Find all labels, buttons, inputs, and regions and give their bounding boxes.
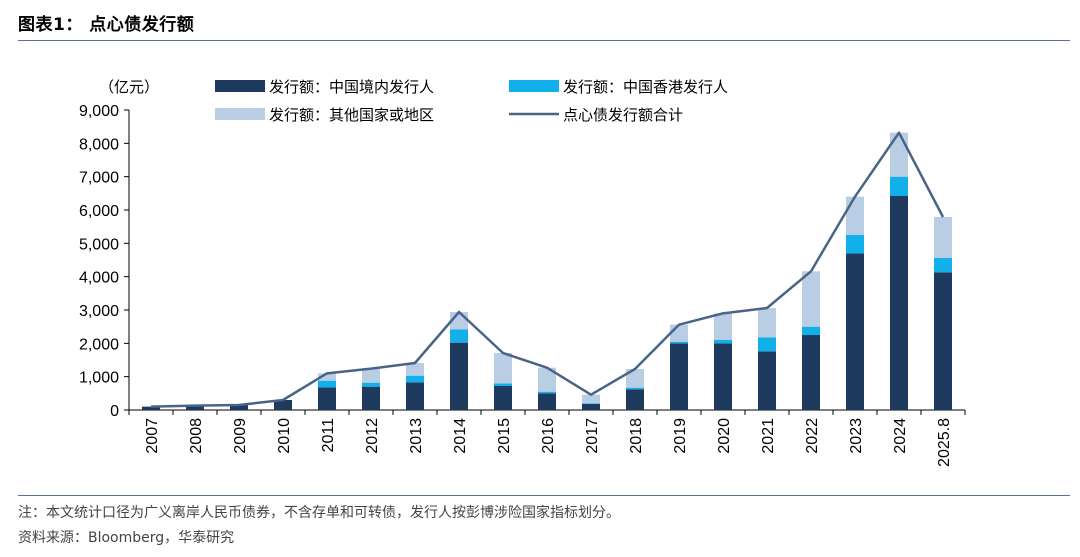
x-tick-label: 2016 [540,418,557,454]
x-tick-label: 2007 [144,418,161,454]
bar-segment [582,404,600,410]
bar-segment [406,363,424,376]
bar-segment [934,258,952,273]
x-tick-label: 2022 [804,418,821,454]
y-tick-label: 7,000 [79,170,119,187]
bar-segment [714,343,732,410]
figure-title: 图表1： 点心债发行额 [18,15,195,35]
bar-segment [802,335,820,410]
bar-segment [714,313,732,340]
bar-segment [758,308,776,338]
bar-segment [318,387,336,410]
x-tick-label: 2021 [760,418,777,454]
legend-swatch [215,108,265,120]
legend-label: 发行额：中国香港发行人 [563,79,728,96]
bar-segment [846,253,864,410]
x-tick-label: 2025.8 [936,418,953,467]
bar-segment [142,406,160,410]
x-tick-label: 2020 [716,418,733,454]
stacked-bar-chart: 0 1,000 2,000 3,000 4,000 5,000 6,000 7,000 8,00… [79,78,966,467]
bar-segment [538,367,556,392]
bar-segment [758,351,776,410]
x-tick-label: 2012 [364,418,381,454]
bar-segment [450,329,468,343]
x-tick-label: 2014 [452,418,469,454]
bar-segment [406,382,424,410]
total-line [150,131,945,408]
y-tick-label: 3,000 [79,303,119,320]
bar-segment [362,382,380,387]
bar-segment [890,132,908,177]
y-unit-label: （亿元） [99,79,159,96]
legend-label: 点心债发行额合计 [563,107,683,124]
bar-segment [802,326,820,335]
bar-segment [802,271,820,327]
y-tick-label: 6,000 [79,203,119,220]
bar-segment [582,403,600,404]
y-tick-label: 0 [110,403,119,420]
bar-segment [274,400,292,410]
bar-segment [758,337,776,352]
bar-segment [846,196,864,235]
x-tick-label: 2013 [408,418,425,454]
legend-swatch [215,80,265,92]
bar-segment [846,235,864,254]
x-tick-label: 2015 [496,418,513,454]
y-tick-label: 8,000 [79,136,119,153]
y-tick-label: 2,000 [79,336,119,353]
y-tick-label: 5,000 [79,236,119,253]
x-tick-label: 2023 [848,418,865,454]
bar-segment [230,405,248,410]
bar-segment [318,380,336,388]
bar-segment [670,324,688,342]
x-tick-label: 2011 [320,418,337,453]
bar-segment [626,389,644,410]
x-tick-label: 2008 [188,418,205,454]
bar-segment [714,340,732,344]
source-note: 资料来源：Bloomberg，华泰研究 [18,530,235,546]
legend-label: 发行额：中国境内发行人 [269,78,434,96]
bar-segment [318,373,336,381]
x-tick-label: 2009 [232,418,249,454]
footer-divider [18,495,1070,496]
bar-segment [406,375,424,383]
bar-segment [890,176,908,196]
bar-segment [670,343,688,410]
bar-segment [670,341,688,344]
title-divider [18,40,1070,41]
y-tick-label: 1,000 [79,370,119,387]
bar-segment [362,368,380,383]
bar-segment [626,369,644,388]
bar-segment [934,217,952,258]
footnote: 注：本文统计口径为广义离岸人民币债券，不含存单和可转债，发行人按彭博涉险国家指标… [18,505,620,521]
bar-segment [538,393,556,410]
legend-swatch [509,80,559,92]
x-tick-label: 2017 [584,418,601,454]
bar-segment [494,386,512,410]
bar-segment [934,272,952,410]
bar-segment [626,387,644,390]
legend-label: 发行额：其他国家或地区 [269,107,434,124]
bar-segment [186,405,204,410]
y-tick-label: 9,000 [79,103,119,120]
x-tick-label: 2010 [276,418,293,454]
y-tick-label: 4,000 [79,270,119,287]
x-tick-label: 2018 [628,418,645,454]
x-tick-label: 2024 [892,418,909,454]
bar-segment [890,196,908,410]
x-tick-label: 2019 [672,418,689,454]
bar-segment [494,383,512,386]
bar-segment [538,391,556,394]
bar-segment [362,386,380,410]
bar-segment [450,342,468,410]
bar-segment [494,353,512,384]
bar-segment [582,394,600,404]
